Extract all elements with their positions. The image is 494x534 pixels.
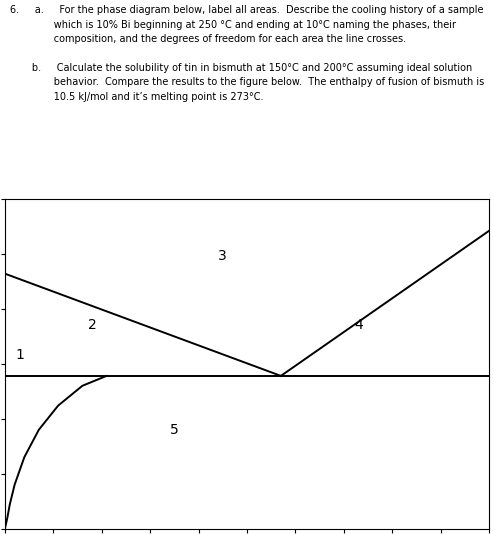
- Text: 3: 3: [218, 249, 227, 263]
- Text: 6.     a.     For the phase diagram below, label all areas.  Describe the coolin: 6. a. For the phase diagram below, label…: [10, 5, 484, 102]
- Text: 1: 1: [15, 348, 24, 362]
- Text: 5: 5: [170, 423, 179, 437]
- Text: 4: 4: [354, 318, 363, 332]
- Text: 2: 2: [88, 318, 96, 332]
